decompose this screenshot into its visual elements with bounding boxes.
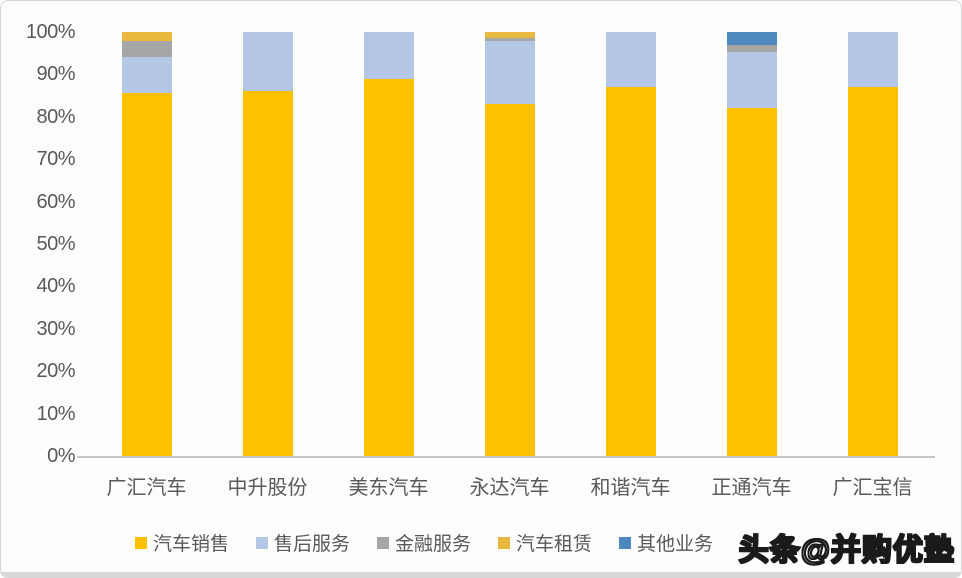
bar-segment	[484, 32, 535, 39]
watermark: 头条@并购优塾	[738, 533, 955, 568]
x-axis-label: 美东汽车	[348, 477, 429, 499]
legend-swatch-icon	[498, 536, 510, 549]
bar-segment	[363, 32, 414, 79]
y-tick-label: 0%	[47, 445, 75, 467]
legend-label: 金融服务	[394, 534, 471, 555]
bar-美东汽车	[363, 32, 414, 456]
bar-segment	[121, 32, 172, 41]
bar-永达汽车	[484, 32, 535, 456]
bar-segment	[847, 87, 898, 456]
bar-和谐汽车	[605, 32, 656, 456]
legend-item: 汽车租赁	[498, 529, 592, 556]
legend-label: 售后服务	[273, 534, 350, 555]
bar-segment	[121, 57, 172, 94]
bar-segment	[726, 44, 777, 52]
legend-label: 汽车销售	[152, 534, 229, 555]
bar-正通汽车	[726, 32, 777, 456]
legend-swatch-icon	[255, 536, 268, 549]
bar-segment	[121, 93, 172, 456]
x-axis-label: 和谐汽车	[590, 477, 671, 499]
y-tick-label: 90%	[36, 63, 75, 86]
bar-segment	[726, 32, 777, 45]
legend-item: 其他业务	[619, 529, 713, 556]
bar-segment	[242, 32, 293, 92]
x-axis-labels: 广汇汽车 中升股份 美东汽车 永达汽车 和谐汽车 正通汽车 广汇宝信	[86, 471, 933, 501]
y-tick-label: 70%	[36, 148, 75, 171]
bar-segment	[605, 32, 656, 88]
bottom-border-strip	[1, 572, 961, 577]
bar-segment	[363, 78, 414, 456]
bar-segment	[484, 104, 535, 456]
x-axis-label: 正通汽车	[711, 477, 792, 499]
y-tick-label: 100%	[25, 21, 76, 43]
y-tick-label: 30%	[36, 317, 75, 340]
plot-area	[86, 32, 933, 456]
y-tick-label: 80%	[36, 105, 75, 128]
legend-swatch-icon	[376, 536, 389, 549]
x-axis-label: 中升股份	[227, 477, 308, 499]
legend-swatch-icon	[134, 536, 147, 549]
legend-item: 售后服务	[255, 529, 350, 556]
y-axis: 0% 10% 20% 30% 40% 50% 60% 70% 80% 90% 100%	[1, 1, 76, 577]
bar-segment	[726, 51, 777, 109]
bar-segment	[847, 32, 898, 88]
y-tick-label: 20%	[36, 360, 75, 383]
bar-广汇汽车	[121, 32, 172, 456]
legend-label: 汽车租赁	[516, 534, 593, 555]
legend: 汽车销售 售后服务 金融服务 汽车租赁 其他业务	[1, 529, 905, 556]
bar-segment	[726, 108, 777, 456]
x-axis-label: 永达汽车	[469, 477, 550, 499]
bar-segment	[605, 87, 656, 456]
x-axis-label: 广汇汽车	[106, 477, 187, 499]
y-tick-label: 50%	[36, 233, 75, 255]
y-tick-label: 40%	[36, 275, 75, 298]
bar-segment	[242, 91, 293, 456]
bar-广汇宝信	[847, 32, 898, 456]
bar-segment	[121, 40, 172, 58]
bar-中升股份	[242, 32, 293, 456]
x-axis-line	[77, 456, 935, 458]
legend-label: 其他业务	[637, 534, 714, 555]
bar-segment	[484, 40, 535, 105]
legend-item: 汽车销售	[134, 529, 229, 556]
x-axis-label: 广汇宝信	[832, 477, 913, 499]
legend-swatch-icon	[619, 536, 632, 549]
legend-item: 金融服务	[376, 529, 471, 556]
y-tick-label: 60%	[36, 190, 75, 213]
y-tick-label: 10%	[36, 402, 75, 425]
bar-segment	[484, 38, 535, 41]
